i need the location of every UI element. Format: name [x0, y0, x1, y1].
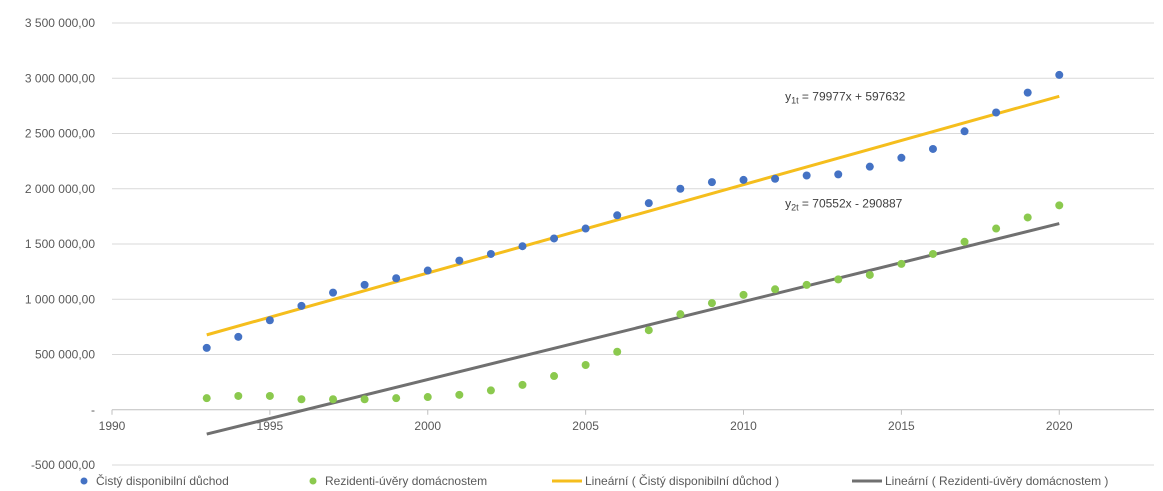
y-tick-label: - [91, 403, 95, 417]
x-tick-label: 2015 [888, 419, 915, 433]
series-2-point [518, 380, 527, 389]
series-1-point [329, 288, 338, 297]
series-1-point [202, 343, 211, 352]
series-2-point [928, 249, 937, 258]
series-2-point [202, 394, 211, 403]
legend-label: Lineární ( Rezidenti-úvěry domácnostem ) [885, 474, 1108, 488]
series-2-point [265, 391, 274, 400]
series-1-point [834, 170, 843, 179]
series-1-point [739, 175, 748, 184]
grid-lines [112, 22, 1154, 466]
x-axis: 1990 1995 2000 2005 2010 2015 2020 [99, 409, 1154, 433]
series-2-point [771, 285, 780, 294]
series-1-point [581, 224, 590, 233]
series-1-point [1023, 88, 1032, 97]
series-1-point [707, 178, 716, 187]
series-2-point [423, 393, 432, 402]
legend-label: Lineární ( Čistý disponibilní důchod ) [585, 473, 779, 488]
series-1-point [360, 280, 369, 289]
series-1-point [644, 199, 653, 208]
series-1-point [771, 174, 780, 183]
y-tick-label: 3 000 000,00 [25, 71, 95, 85]
trend-equation-2: y2t = 70552x - 290887 [785, 197, 903, 213]
trendline-1 [206, 94, 1060, 337]
series-1-point [265, 316, 274, 325]
trendlines [206, 94, 1060, 436]
series-2-point [1055, 201, 1064, 210]
series-2-point [739, 290, 748, 299]
equation-subscript: 1t [791, 95, 799, 105]
series-1-point [550, 234, 559, 243]
data-points [202, 70, 1064, 404]
x-tick-label: 1995 [257, 419, 284, 433]
series-1-point [1055, 70, 1064, 79]
equation-y: y [785, 89, 791, 103]
x-tick-label: 2010 [730, 419, 757, 433]
series-2-point [865, 270, 874, 279]
series-1-point [297, 301, 306, 310]
series-1-point [518, 242, 527, 251]
y-tick-label: 500 000,00 [35, 348, 95, 362]
x-tick-label: 2005 [572, 419, 599, 433]
equation-subscript: 2t [791, 203, 799, 213]
series-1-point [234, 332, 243, 341]
equation-body: = 70552x - 290887 [799, 197, 903, 211]
x-tick-label: 2020 [1046, 419, 1073, 433]
series-2-point [297, 395, 306, 404]
series-2-point [360, 395, 369, 404]
series-1-point [960, 127, 969, 136]
series-1-point [392, 274, 401, 283]
series-1-point [897, 153, 906, 162]
y-tick-label: 2 500 000,00 [25, 127, 95, 141]
x-tick-label: 2000 [414, 419, 441, 433]
series-2-point [707, 299, 716, 308]
legend: Čistý disponibilní důchod Rezidenti-úvěry… [80, 473, 1108, 488]
series-2-point [392, 394, 401, 403]
series-2-point [644, 326, 653, 335]
trend-equation-1: y1t = 79977x + 597632 [785, 89, 906, 105]
series-2-point [1023, 213, 1032, 222]
series-1-point [992, 108, 1001, 117]
legend-label: Rezidenti-úvěry domácnostem [325, 474, 487, 488]
x-tick-label: 1990 [99, 419, 126, 433]
series-1-point [676, 184, 685, 193]
series-2-point [486, 386, 495, 395]
series-1-point [802, 171, 811, 180]
y-tick-label: 3 500 000,00 [25, 16, 95, 30]
y-tick-label: 1 000 000,00 [25, 292, 95, 306]
series-1-point [928, 144, 937, 153]
y-tick-label: -500 000,00 [31, 458, 95, 472]
series-2-point [613, 347, 622, 356]
y-axis-ticks: 3 500 000,00 3 000 000,00 2 500 000,00 2 00… [25, 16, 95, 472]
series-2-point [455, 390, 464, 399]
series-2-point [802, 280, 811, 289]
legend-marker-series-2 [309, 477, 317, 485]
legend-label: Čistý disponibilní důchod [96, 473, 229, 488]
series-2-point [581, 360, 590, 369]
y-tick-label: 2 000 000,00 [25, 182, 95, 196]
y-tick-label: 1 500 000,00 [25, 237, 95, 251]
series-2-point [550, 372, 559, 381]
series-2-point [834, 275, 843, 284]
series-2-point [329, 395, 338, 404]
series-2-point [897, 259, 906, 268]
equation-body: = 79977x + 597632 [799, 89, 906, 103]
series-1-point [455, 256, 464, 265]
series-2-point [960, 237, 969, 246]
series-1-point [613, 211, 622, 220]
series-1-point [486, 249, 495, 258]
series-2-point [676, 310, 685, 319]
legend-marker-series-1 [80, 477, 88, 485]
series-2-point [234, 391, 243, 400]
trendline-2 [206, 222, 1060, 436]
series-1-point [865, 162, 874, 171]
equation-y: y [785, 197, 791, 211]
series-2-point [992, 224, 1001, 233]
series-1-point [423, 266, 432, 275]
